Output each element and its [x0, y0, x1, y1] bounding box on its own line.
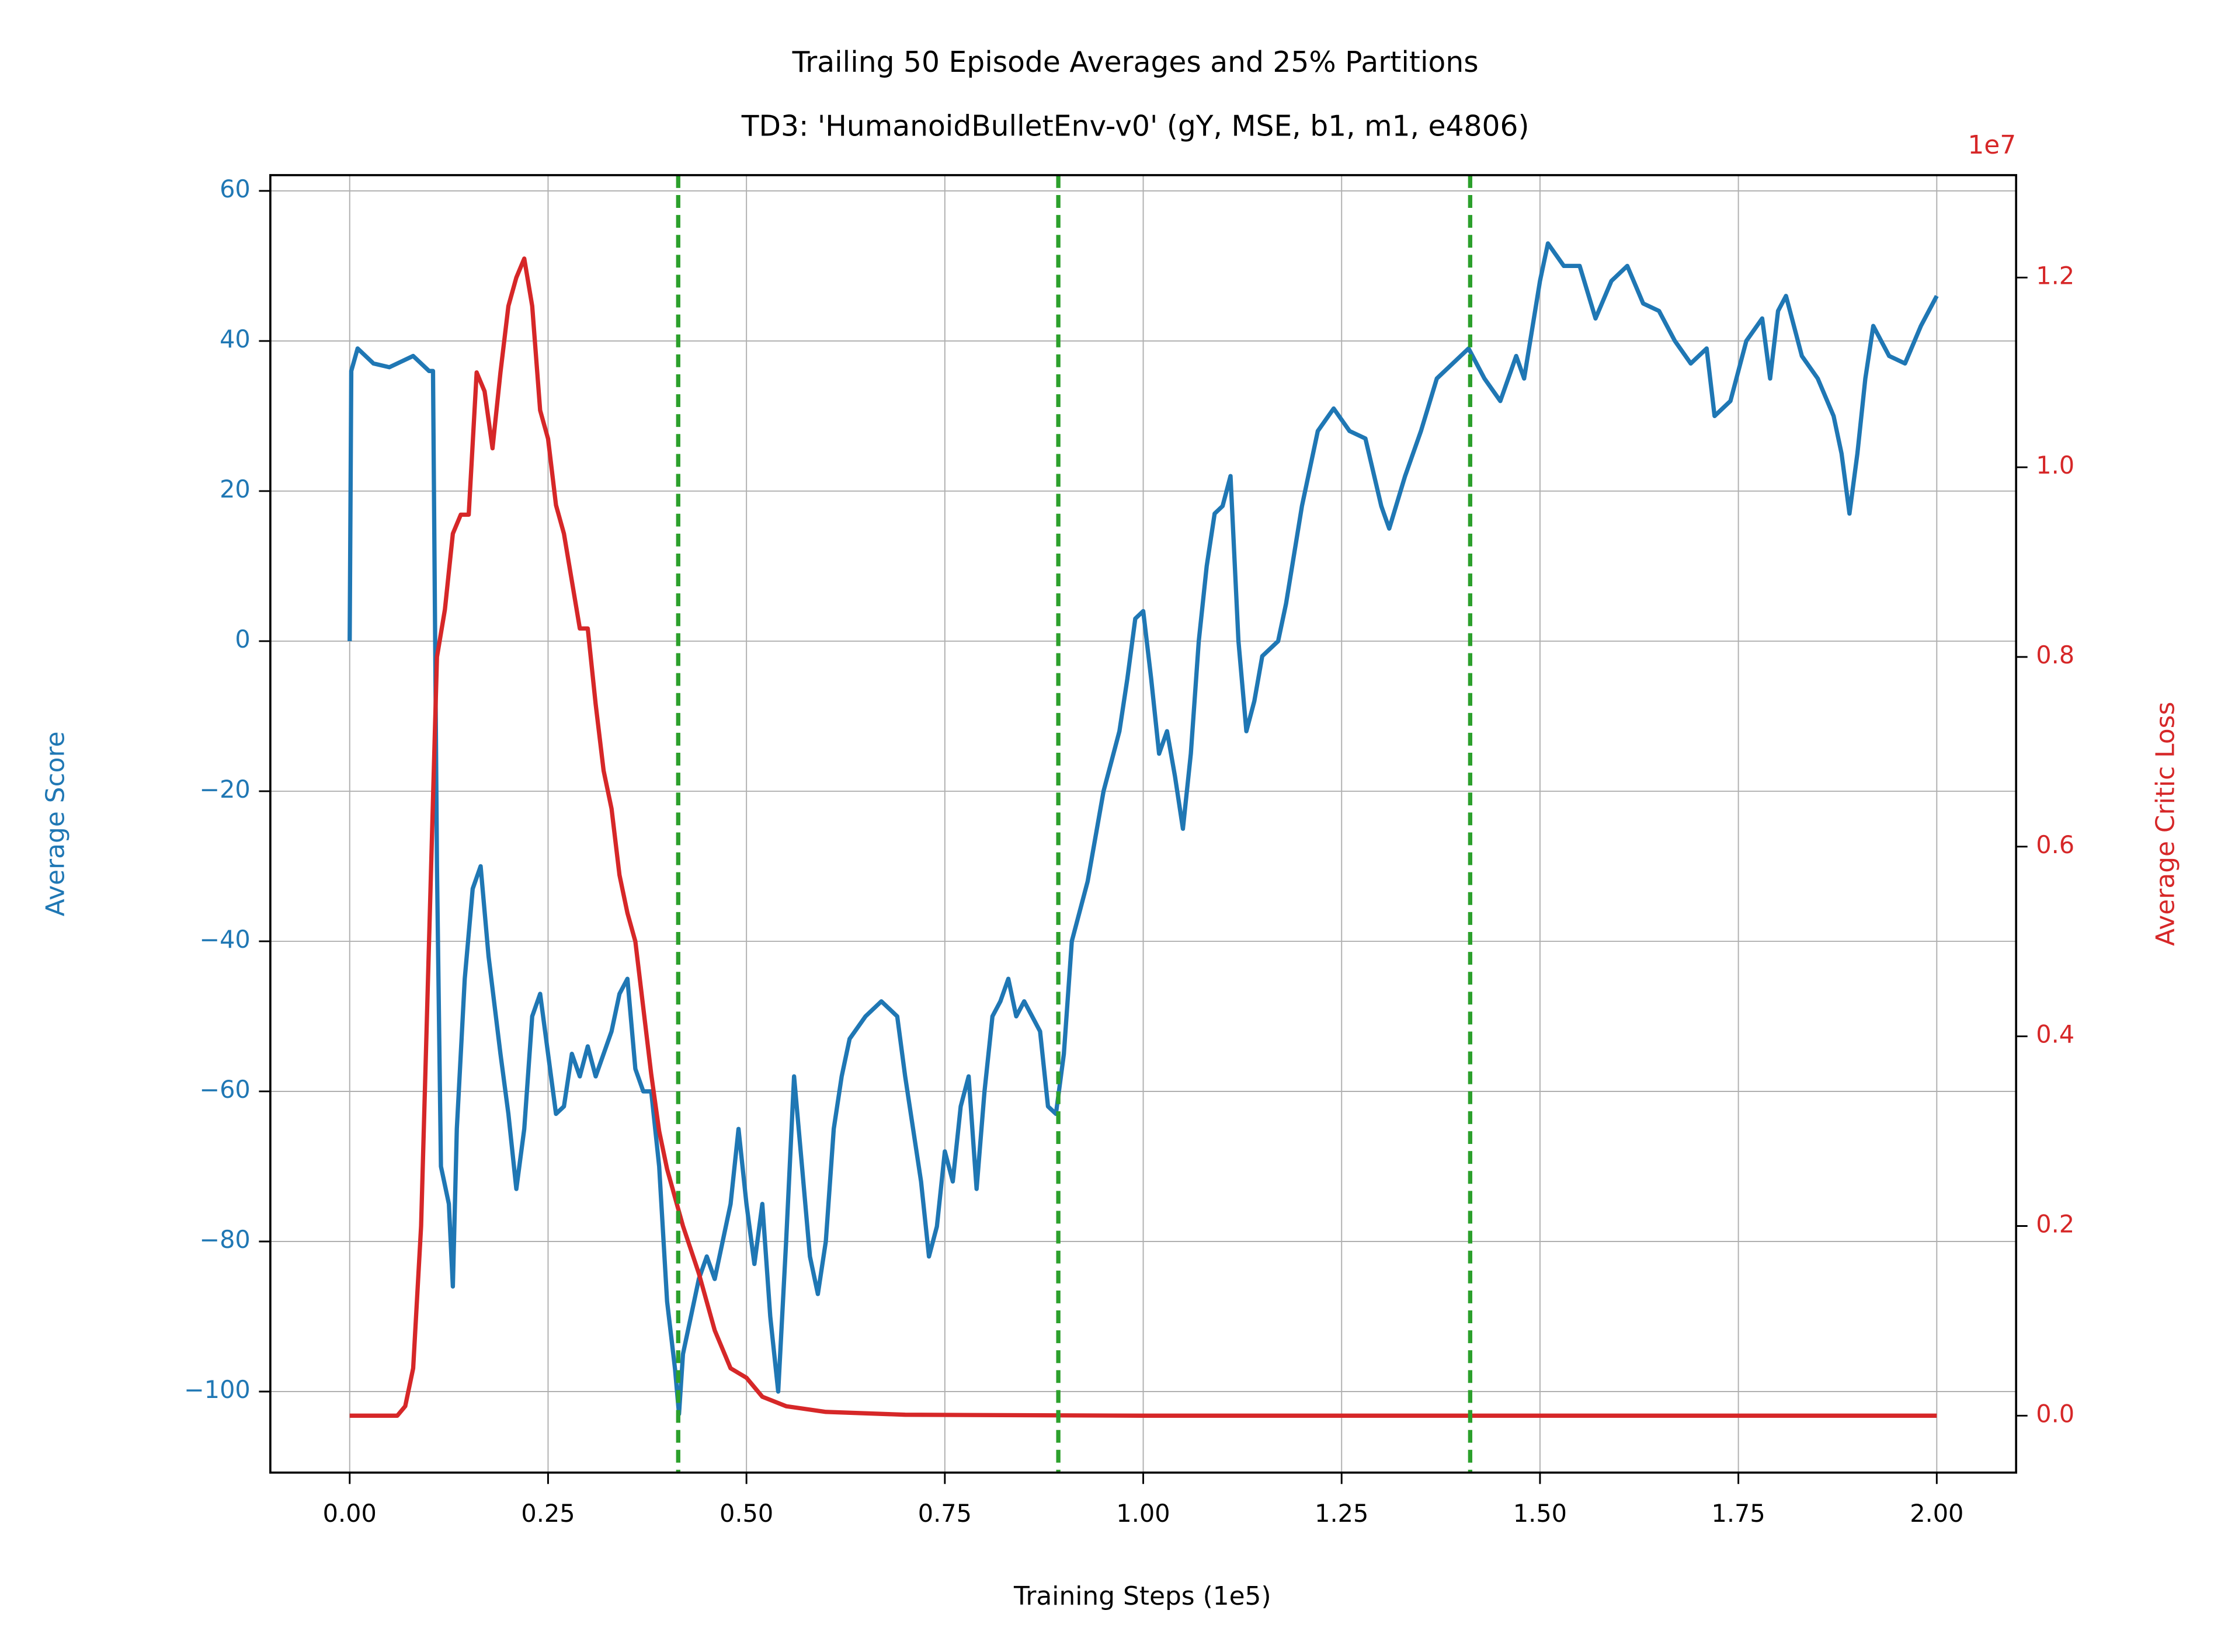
y-tick-label: 0 — [235, 625, 250, 653]
x-tick-label: 2.00 — [1910, 1500, 1963, 1528]
x-tick-label: 0.50 — [720, 1500, 773, 1528]
y2-tick-label: 0.0 — [2036, 1400, 2074, 1428]
x-tick-label: 0.75 — [918, 1500, 972, 1528]
y-tick-label: −40 — [199, 926, 250, 954]
y2-tick-label: 1.0 — [2036, 451, 2074, 479]
x-tick-label: 1.00 — [1116, 1500, 1170, 1528]
chart-title: Trailing 50 Episode Averages and 25% Par… — [792, 46, 1479, 79]
y-tick-label: 20 — [220, 475, 251, 503]
x-tick-label: 0.00 — [323, 1500, 377, 1528]
y2-axis-label: Average Critic Loss — [2150, 702, 2180, 946]
y-tick-label: 60 — [220, 175, 251, 203]
chart-subtitle: TD3: 'HumanoidBulletEnv-v0' (gY, MSE, b1… — [741, 110, 1530, 143]
y-tick-label: −60 — [199, 1076, 250, 1104]
y-axis-label: Average Score — [40, 731, 70, 916]
y2-tick-label: 1.2 — [2036, 262, 2074, 290]
data-line — [349, 256, 1937, 1418]
y-tick-label: −20 — [199, 775, 250, 804]
y2-tick-label: 0.4 — [2036, 1021, 2074, 1049]
y-tick-label: −100 — [184, 1376, 251, 1404]
y2-tick-label: 0.6 — [2036, 831, 2074, 859]
x-axis-label: Training Steps (1e5) — [1013, 1581, 1271, 1611]
data-line — [347, 241, 1939, 1417]
y2-offset-label: 1e7 — [1968, 130, 2016, 160]
x-tick-label: 0.25 — [521, 1500, 575, 1528]
y-tick-label: −80 — [199, 1226, 250, 1254]
plot-frame — [269, 174, 2018, 1474]
x-tick-label: 1.75 — [1712, 1500, 1765, 1528]
x-tick-label: 1.25 — [1315, 1500, 1368, 1528]
x-tick-label: 1.50 — [1513, 1500, 1567, 1528]
y-tick-label: 40 — [220, 325, 251, 353]
y2-tick-label: 0.8 — [2036, 641, 2074, 669]
y2-tick-label: 0.2 — [2036, 1210, 2074, 1238]
